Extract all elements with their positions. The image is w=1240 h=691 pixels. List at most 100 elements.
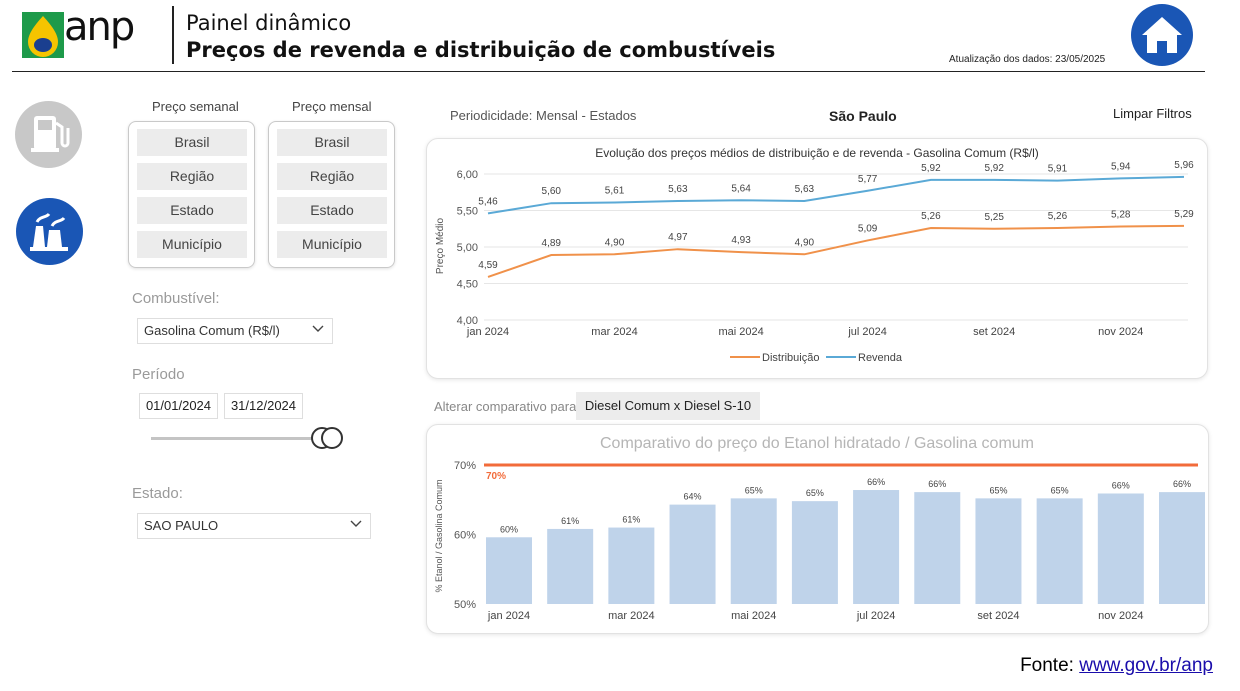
legend-label[interactable]: Revenda (858, 352, 903, 364)
bar-chart-x-tick: jan 2024 (487, 610, 530, 622)
nav-fuel-prices-button[interactable] (15, 101, 82, 168)
line-data-label: 5,77 (858, 174, 878, 185)
bar-mai-2024[interactable] (730, 498, 777, 604)
bar-chart-x-tick: mar 2024 (608, 610, 654, 622)
line-data-label: 5,26 (1048, 211, 1068, 222)
bar-fev-2024[interactable] (547, 528, 594, 604)
weekly-brasil-button[interactable]: Brasil (137, 129, 247, 156)
line-data-label: 5,60 (542, 186, 562, 197)
line-data-label: 5,28 (1111, 210, 1131, 221)
source-label: Fonte: (1020, 655, 1074, 676)
line-data-label: 5,96 (1174, 160, 1194, 171)
fuel-dropdown[interactable]: Gasolina Comum (R$/l) (137, 318, 333, 344)
end-date-input[interactable]: 31/12/2024 (224, 393, 303, 419)
period-label: Período (132, 366, 185, 383)
line-data-label: 5,94 (1111, 161, 1131, 172)
anp-logo (22, 12, 157, 58)
line-data-label: 5,61 (605, 185, 625, 196)
clear-filters-button[interactable]: Limpar Filtros (1113, 106, 1192, 121)
line-data-label: 4,59 (478, 260, 498, 271)
fuel-label: Combustível: (132, 290, 220, 307)
line-chart-x-tick: jan 2024 (466, 326, 509, 338)
bar-data-label: 65% (989, 485, 1007, 495)
line-data-label: 4,93 (731, 235, 751, 246)
weekly-price-label: Preço semanal (152, 99, 239, 114)
monthly-brasil-button[interactable]: Brasil (277, 129, 387, 156)
bar-data-label: 60% (500, 524, 518, 534)
bar-data-label: 66% (928, 479, 946, 489)
period-slider-track[interactable] (151, 437, 331, 440)
state-label: Estado: (132, 485, 183, 502)
monthly-regiao-button[interactable]: Região (277, 163, 387, 190)
bar-data-label: 61% (622, 515, 640, 525)
legend-label[interactable]: Distribuição (762, 352, 819, 364)
line-chart-x-tick: set 2024 (973, 326, 1015, 338)
bar-dez-2024[interactable] (1159, 492, 1205, 604)
page-title: Preços de revenda e distribuição de comb… (186, 38, 776, 62)
switch-comparison-button[interactable]: Diesel Comum x Diesel S-10 (576, 392, 760, 420)
line-data-label: 5,26 (921, 211, 941, 222)
line-data-label: 5,64 (731, 183, 751, 194)
bar-chart-y-tick: 60% (454, 530, 476, 542)
price-line-chart: Evolução dos preços médios de distribuiç… (435, 146, 1194, 364)
monthly-price-group: Brasil Região Estado Município (268, 121, 395, 268)
start-date-input[interactable]: 01/01/2024 (139, 393, 218, 419)
bar-data-label: 65% (745, 485, 763, 495)
logo-text: anp (64, 4, 135, 50)
line-chart-y-tick: 4,50 (457, 279, 478, 291)
line-chart-y-tick: 5,00 (457, 242, 478, 254)
bar-chart-y-tick: 70% (454, 460, 476, 472)
bar-chart-y-tick: 50% (454, 599, 476, 611)
bar-jan-2024[interactable] (486, 537, 532, 604)
bar-set-2024[interactable] (975, 498, 1022, 604)
line-data-label: 4,97 (668, 232, 688, 243)
bar-jun-2024[interactable] (791, 501, 838, 604)
bar-mar-2024[interactable] (608, 527, 655, 604)
bar-data-label: 65% (806, 488, 824, 498)
monthly-estado-button[interactable]: Estado (277, 197, 387, 224)
bar-data-label: 61% (561, 516, 579, 526)
weekly-municipio-button[interactable]: Município (137, 231, 247, 258)
line-chart-title: Evolução dos preços médios de distribuiç… (595, 146, 1039, 160)
header-divider (172, 6, 174, 64)
chevron-down-icon (350, 520, 362, 527)
line-data-label: 5,91 (1048, 164, 1068, 175)
bar-nov-2024[interactable] (1097, 493, 1144, 604)
period-slider-handle-end[interactable] (321, 427, 343, 449)
anp-emblem-icon (22, 12, 64, 58)
bar-chart-x-tick: nov 2024 (1098, 610, 1143, 622)
line-series-revenda[interactable] (487, 175, 1185, 215)
weekly-price-group: Brasil Região Estado Município (128, 121, 255, 268)
home-icon (1142, 17, 1182, 53)
bar-jul-2024[interactable] (853, 490, 900, 604)
line-data-label: 5,29 (1174, 209, 1194, 220)
bar-data-label: 64% (684, 492, 702, 502)
selected-location: São Paulo (829, 108, 897, 124)
line-chart-y-axis-label: Preço Médio (435, 217, 446, 274)
weekly-regiao-button[interactable]: Região (137, 163, 247, 190)
periodicity-text: Periodicidade: Mensal - Estados (450, 108, 637, 123)
bar-chart-y-axis-label: % Etanol / Gasolina Comum (434, 479, 444, 592)
bar-ago-2024[interactable] (914, 492, 961, 604)
line-data-label: 5,46 (478, 196, 498, 207)
source-link[interactable]: www.gov.br/anp (1079, 655, 1213, 676)
line-chart-y-tick: 6,00 (457, 169, 478, 181)
fuel-pump-icon (31, 116, 70, 152)
header-rule (12, 71, 1205, 72)
line-chart-x-tick: jul 2024 (847, 326, 887, 338)
line-data-label: 5,92 (921, 163, 941, 174)
ethanol-ratio-bar-chart: Comparativo do preço do Etanol hidratado… (434, 435, 1205, 622)
weekly-estado-button[interactable]: Estado (137, 197, 247, 224)
state-dropdown[interactable]: SAO PAULO (137, 513, 371, 539)
nav-distribution-button[interactable] (16, 198, 83, 265)
line-series-distribuicao[interactable] (487, 224, 1185, 278)
bar-out-2024[interactable] (1036, 498, 1083, 604)
line-data-label: 4,89 (542, 238, 562, 249)
home-button[interactable] (1131, 4, 1193, 66)
source-footer: Fonte: www.gov.br/anp (1020, 655, 1213, 677)
bar-abr-2024[interactable] (669, 504, 716, 604)
line-data-label: 5,09 (858, 223, 878, 234)
monthly-municipio-button[interactable]: Município (277, 231, 387, 258)
state-dropdown-value: SAO PAULO (144, 518, 219, 533)
bar-data-label: 66% (1112, 480, 1130, 490)
